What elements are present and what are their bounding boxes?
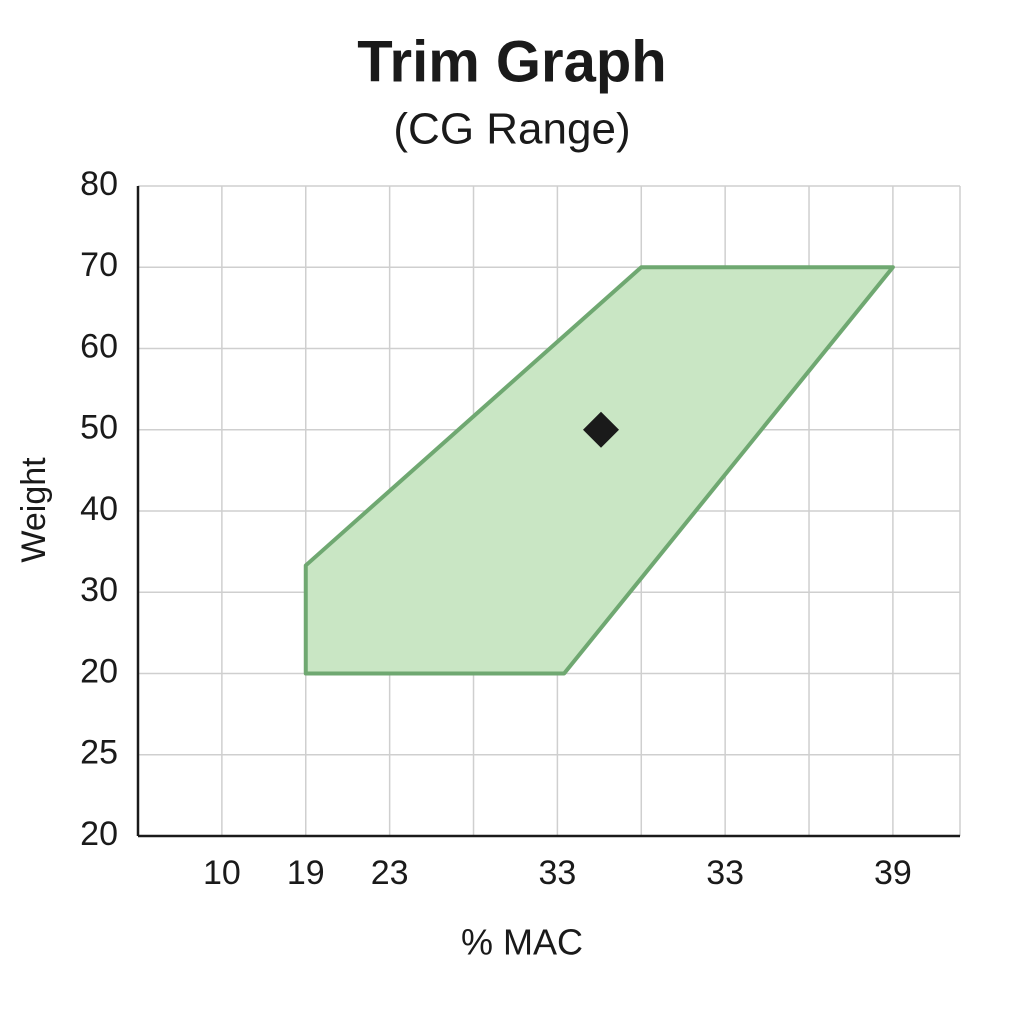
y-tick-label: 80 (80, 165, 118, 203)
y-tick-label: 30 (80, 571, 118, 609)
cg-envelope (303, 265, 895, 676)
chart-title: Trim Graph (357, 29, 666, 94)
y-tick-label: 20 (80, 652, 118, 690)
x-tick-label: 33 (538, 854, 576, 892)
cg-point (583, 411, 620, 448)
y-tick-label: 25 (80, 734, 118, 772)
y-tick-label: 60 (80, 327, 118, 365)
x-axis-label: % MAC (461, 922, 583, 963)
x-tick-label: 39 (874, 854, 912, 892)
y-tick-label: 20 (80, 815, 118, 853)
y-tick-label: 70 (80, 246, 118, 284)
y-tick-label: 50 (80, 409, 118, 447)
y-axis-label: Weight (15, 457, 53, 563)
chart-subtitle: (CG Range) (393, 105, 630, 154)
x-tick-label: 23 (371, 854, 409, 892)
x-tick-label: 19 (287, 854, 325, 892)
y-tick-label: 40 (80, 490, 118, 528)
x-tick-label: 33 (706, 854, 744, 892)
x-tick-label: 10 (203, 854, 241, 892)
